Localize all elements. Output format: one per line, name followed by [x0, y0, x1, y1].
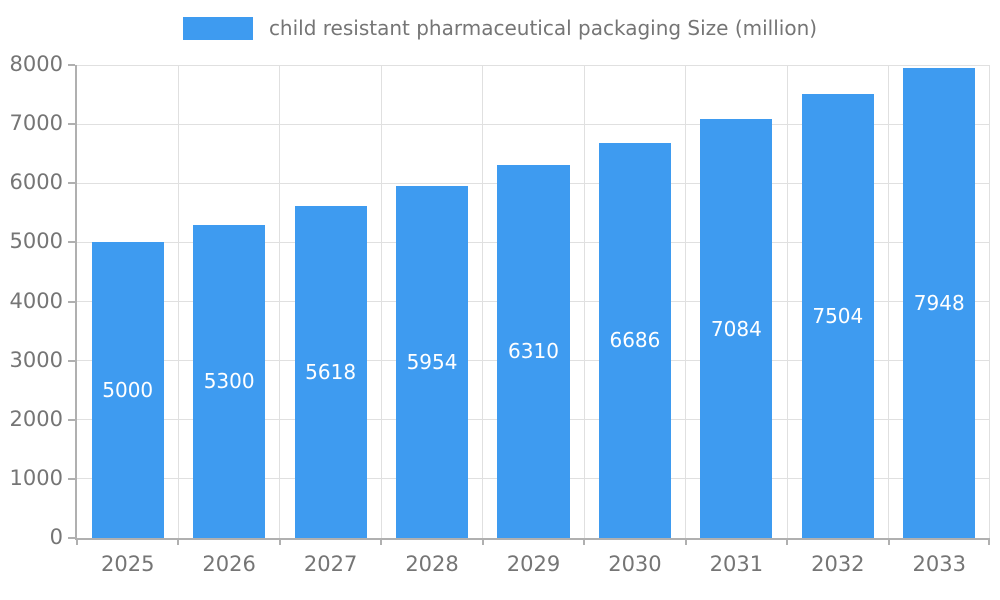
- x-gridline: [482, 65, 484, 538]
- y-tick-label: 3000: [9, 347, 63, 372]
- y-tick-label: 2000: [9, 406, 63, 431]
- y-tick-label: 7000: [9, 111, 63, 136]
- bar: 5954: [396, 185, 469, 538]
- x-tick-label: 2026: [202, 552, 256, 576]
- bar-value-label: 7084: [710, 316, 762, 341]
- x-tick-mark: [988, 538, 990, 545]
- x-tick-label: 2025: [100, 552, 155, 576]
- x-tick-label: 2032: [811, 552, 865, 576]
- y-tick-mark: [68, 182, 75, 185]
- y-tick-mark: [68, 123, 75, 126]
- x-tick-mark: [380, 538, 383, 545]
- x-tick-mark: [278, 538, 281, 545]
- bar-value-label: 6686: [609, 328, 661, 353]
- bar: 7504: [801, 94, 874, 538]
- x-gridline: [279, 65, 281, 538]
- bar-value-label: 5000: [102, 378, 154, 403]
- x-gridline: [583, 65, 585, 538]
- y-tick-mark: [68, 477, 75, 480]
- bar-value-label: 5618: [305, 359, 357, 384]
- x-tick-mark: [684, 538, 687, 545]
- bar-value-label: 5300: [203, 369, 255, 394]
- legend-label: child resistant pharmaceutical packaging…: [268, 16, 818, 40]
- x-gridline: [988, 65, 990, 538]
- x-tick-mark: [177, 538, 180, 545]
- x-gridline: [380, 65, 382, 538]
- y-tick-label: 6000: [9, 170, 63, 195]
- x-gridline: [177, 65, 179, 538]
- y-tick-label: 5000: [9, 229, 63, 254]
- bar-value-label: 7948: [913, 291, 965, 316]
- x-tick-label: 2028: [405, 552, 459, 576]
- y-tick-mark: [68, 300, 75, 303]
- y-tick-mark: [68, 64, 75, 66]
- x-tick-mark: [583, 538, 586, 545]
- bar-value-label: 6310: [508, 339, 559, 364]
- bar: 6686: [598, 142, 671, 538]
- x-tick-mark: [481, 538, 484, 545]
- bar: 7948: [903, 68, 976, 538]
- chart-legend: child resistant pharmaceutical packaging…: [0, 16, 1000, 40]
- bar-value-label: 5954: [406, 349, 458, 374]
- x-tick-label: 2027: [303, 552, 358, 576]
- x-gridline: [685, 65, 687, 538]
- bar-value-label: 7504: [812, 304, 864, 329]
- y-gridline: [77, 123, 990, 125]
- bar: 5618: [294, 205, 367, 538]
- x-tick-label: 2033: [912, 552, 966, 576]
- y-tick-label: 0: [49, 525, 63, 549]
- x-gridline: [888, 65, 890, 538]
- bar: 5300: [193, 224, 266, 538]
- plot-area: 0 1000 2000 3000 4000 5000 6000 7000 8000 5000 202…: [10, 52, 990, 576]
- x-tick-label: 2031: [709, 552, 764, 576]
- y-tick-mark: [68, 359, 75, 362]
- x-tick-label: 2029: [506, 552, 561, 576]
- x-tick-mark: [786, 538, 789, 545]
- x-gridline: [786, 65, 788, 538]
- y-tick-mark: [68, 241, 75, 244]
- bar: 5000: [91, 242, 164, 538]
- y-tick-label: 8000: [9, 52, 63, 76]
- legend-swatch: [182, 16, 253, 40]
- y-tick-label: 4000: [9, 288, 63, 313]
- x-tick-mark: [76, 538, 78, 545]
- y-tick-label: 1000: [9, 465, 63, 490]
- bar: 6310: [497, 164, 570, 538]
- x-tick-label: 2030: [608, 552, 662, 576]
- y-tick-mark: [68, 418, 75, 421]
- y-tick-mark: [68, 537, 75, 539]
- bar: 7084: [700, 119, 773, 538]
- x-tick-mark: [887, 538, 890, 545]
- y-gridline: [77, 64, 990, 66]
